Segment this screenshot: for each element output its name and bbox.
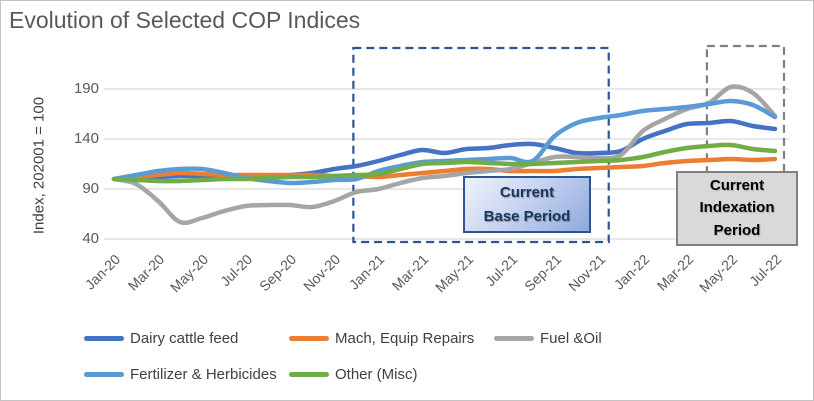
indexation-period-label-box: Current Indexation Period [676, 171, 798, 246]
legend-label: Mach, Equip Repairs [335, 329, 475, 347]
legend-label: Fuel &Oil [540, 329, 602, 347]
legend-item-mach-equip-repairs: Mach, Equip Repairs [289, 329, 474, 347]
indexation-period-region [705, 44, 786, 243]
base-period-label-box: Current Base Period [463, 176, 591, 233]
legend-swatch [494, 335, 534, 341]
legend-label: Dairy cattle feed [130, 329, 239, 347]
base-period-region [352, 46, 610, 244]
legend-item-fuel-oil: Fuel &Oil [494, 329, 602, 347]
legend-swatch [289, 335, 329, 341]
y-tick-label: 90 [82, 180, 99, 197]
legend-swatch [84, 371, 124, 377]
chart-title: Evolution of Selected COP Indices [9, 7, 361, 33]
base-period-label-line: Current [499, 184, 555, 202]
legend-swatch [289, 371, 329, 377]
legend-label: Fertilizer & Herbicides [130, 365, 277, 383]
base-period-label-line: Base Period [483, 207, 571, 225]
series-line-other-misc [111, 142, 778, 184]
legend-swatch [84, 335, 124, 341]
y-tick-label: 40 [82, 230, 99, 247]
legend-label: Other (Misc) [335, 365, 418, 383]
legend-item-fertilizer-herbicides: Fertilizer & Herbicides [84, 365, 277, 383]
indexation-period-label-line: Current [709, 176, 765, 194]
legend-item-other-misc: Other (Misc) [289, 365, 418, 383]
indexation-period-label-line: Period [713, 221, 761, 239]
y-tick-label: 190 [73, 80, 99, 97]
y-tick-label: 140 [73, 130, 99, 147]
indexation-period-label-line: Indexation [699, 199, 775, 217]
legend-item-dairy-cattle-feed: Dairy cattle feed [84, 329, 238, 347]
series-line-fuel-oil [111, 84, 778, 226]
